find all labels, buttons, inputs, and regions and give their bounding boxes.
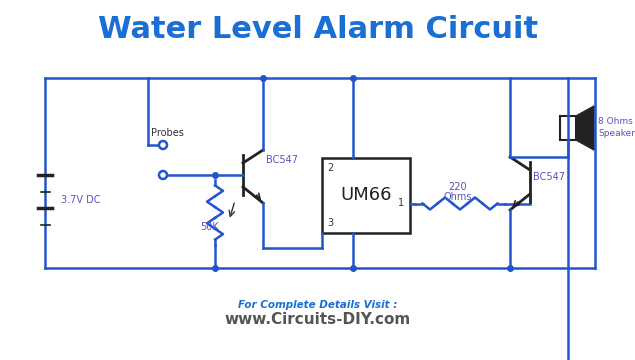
Text: Ohms: Ohms bbox=[443, 192, 472, 202]
Text: Speaker: Speaker bbox=[598, 129, 635, 138]
Bar bbox=[560, 116, 576, 140]
Text: 8 Ohms: 8 Ohms bbox=[598, 117, 632, 126]
Text: Probes: Probes bbox=[151, 128, 184, 138]
Text: 3: 3 bbox=[327, 218, 333, 228]
Text: BC547: BC547 bbox=[266, 155, 298, 165]
Text: 3.7V DC: 3.7V DC bbox=[61, 195, 100, 205]
Text: 1: 1 bbox=[398, 198, 404, 208]
Text: UM66: UM66 bbox=[340, 186, 392, 204]
Text: www.Circuits-DIY.com: www.Circuits-DIY.com bbox=[225, 312, 411, 328]
Text: For Complete Details Visit :: For Complete Details Visit : bbox=[238, 300, 398, 310]
Bar bbox=[322, 158, 410, 233]
Text: 220: 220 bbox=[448, 183, 467, 193]
Text: 50K: 50K bbox=[201, 222, 219, 233]
Text: BC547: BC547 bbox=[533, 172, 565, 182]
Polygon shape bbox=[576, 106, 594, 150]
Text: Water Level Alarm Circuit: Water Level Alarm Circuit bbox=[98, 15, 538, 45]
Text: 2: 2 bbox=[327, 163, 333, 173]
